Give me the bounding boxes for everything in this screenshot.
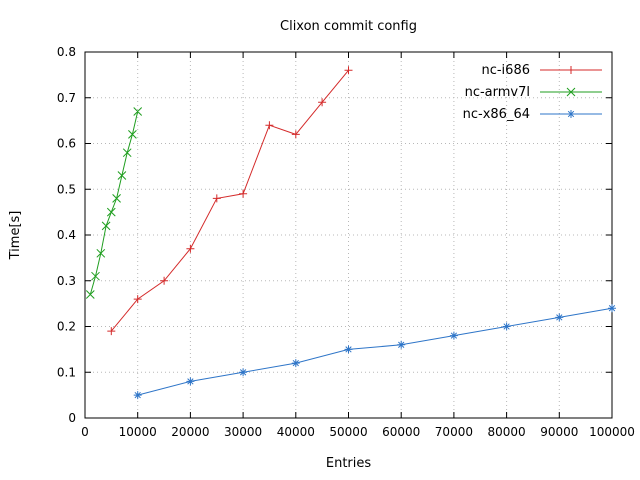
chart-title: Clixon commit config bbox=[280, 19, 417, 34]
y-tick-label: 0.7 bbox=[57, 91, 76, 105]
y-tick-label: 0.1 bbox=[57, 365, 76, 379]
y-tick-label: 0.5 bbox=[57, 182, 76, 196]
legend-sample bbox=[540, 87, 602, 97]
x-tick-label: 20000 bbox=[171, 425, 209, 439]
x-axis-label: Entries bbox=[326, 456, 372, 471]
x-tick-label: 70000 bbox=[435, 425, 473, 439]
legend-label: nc-x86_64 bbox=[463, 107, 530, 122]
series-line bbox=[89, 111, 139, 295]
y-tick-label: 0.4 bbox=[57, 228, 76, 242]
y-tick-label: 0.2 bbox=[57, 320, 76, 334]
x-tick-label: 0 bbox=[81, 425, 89, 439]
x-tick-label: 80000 bbox=[488, 425, 526, 439]
x-tick-label: 10000 bbox=[119, 425, 157, 439]
legend-label: nc-i686 bbox=[481, 63, 530, 78]
x-tick-label: 60000 bbox=[382, 425, 420, 439]
axes bbox=[84, 51, 613, 419]
series-nc-armv7l bbox=[85, 107, 143, 299]
series-line bbox=[137, 307, 613, 396]
legend-label: nc-armv7l bbox=[465, 85, 530, 100]
series-nc-x86_64 bbox=[133, 304, 616, 400]
y-tick-label: 0.3 bbox=[57, 274, 76, 288]
series-markers bbox=[107, 66, 353, 336]
series-nc-i686 bbox=[107, 66, 353, 336]
series-markers bbox=[85, 107, 143, 299]
y-tick-label: 0.8 bbox=[57, 45, 76, 59]
y-axis-label: Time[s] bbox=[8, 211, 23, 261]
y-tick-label: 0.6 bbox=[57, 137, 76, 151]
x-tick-label: 100000 bbox=[589, 425, 635, 439]
x-tick-label: 30000 bbox=[224, 425, 262, 439]
tick-labels: 0 10000 20000 30000 40000 50000 60000 70000 8000… bbox=[57, 45, 635, 439]
x-tick-label: 90000 bbox=[540, 425, 578, 439]
legend-sample bbox=[540, 110, 602, 118]
series-markers bbox=[133, 304, 616, 400]
grid bbox=[84, 51, 613, 419]
legend-sample bbox=[540, 66, 602, 74]
series-line bbox=[110, 69, 349, 332]
x-tick-label: 50000 bbox=[329, 425, 367, 439]
x-tick-label: 40000 bbox=[277, 425, 315, 439]
y-tick-label: 0 bbox=[68, 411, 76, 425]
